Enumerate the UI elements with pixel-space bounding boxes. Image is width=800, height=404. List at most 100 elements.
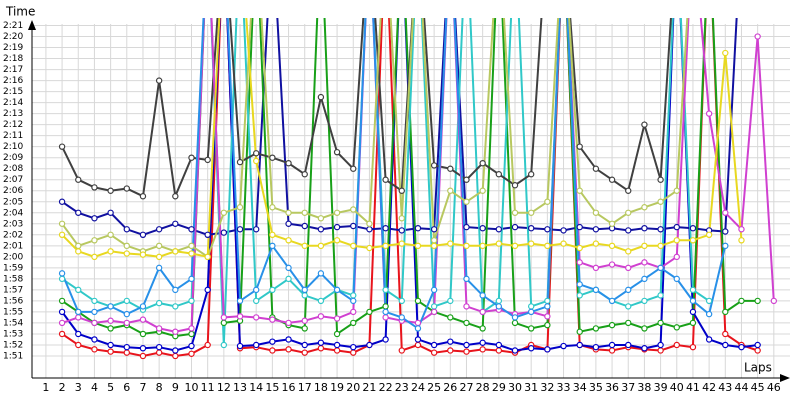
- y-tick-label: 2:13: [3, 109, 23, 119]
- point: [544, 198, 551, 205]
- point: [527, 240, 535, 247]
- y-tick-label: 1:52: [3, 340, 23, 350]
- point: [479, 159, 486, 167]
- point: [673, 237, 680, 244]
- point: [608, 176, 616, 183]
- point: [754, 297, 761, 305]
- point: [269, 204, 276, 211]
- point: [738, 237, 745, 244]
- x-tick-label: 13: [233, 381, 247, 394]
- point: [657, 198, 664, 205]
- point: [511, 182, 519, 189]
- point: [204, 286, 211, 294]
- point: [544, 321, 551, 329]
- plot-area: [58, 18, 778, 360]
- point: [204, 156, 211, 164]
- point: [107, 187, 114, 194]
- point: [75, 314, 82, 321]
- point: [544, 313, 551, 320]
- x-tick-label: 6: [123, 381, 130, 394]
- point: [608, 220, 616, 227]
- point: [592, 165, 600, 172]
- point: [285, 336, 292, 343]
- point: [576, 143, 583, 150]
- point: [382, 242, 389, 250]
- point: [576, 223, 583, 231]
- point: [188, 297, 195, 305]
- point: [398, 347, 405, 354]
- x-tick-label: 42: [702, 381, 716, 394]
- y-tick-label: 2:12: [3, 120, 23, 130]
- y-tick-label: 1:51: [3, 351, 23, 361]
- point: [204, 231, 211, 238]
- point: [172, 303, 179, 310]
- x-tick-label: 31: [524, 381, 538, 394]
- point: [317, 345, 325, 352]
- series-line: [61, 18, 727, 330]
- y-tick-label: 2:00: [3, 252, 23, 262]
- point: [252, 157, 260, 165]
- point: [625, 248, 632, 255]
- x-axis-title: Laps: [744, 361, 772, 375]
- point: [75, 341, 82, 349]
- x-tick-label: 1: [42, 381, 49, 394]
- point: [398, 297, 405, 305]
- point: [269, 347, 276, 354]
- point: [107, 209, 114, 216]
- point: [625, 341, 632, 349]
- point: [430, 237, 438, 244]
- point: [495, 171, 503, 178]
- point: [608, 261, 616, 268]
- point: [625, 286, 632, 294]
- point: [123, 185, 130, 192]
- point: [382, 176, 389, 183]
- point: [220, 229, 228, 236]
- point: [560, 342, 567, 350]
- point: [414, 336, 422, 343]
- point: [333, 330, 341, 338]
- point: [544, 303, 551, 310]
- x-tick-label: 15: [265, 381, 279, 394]
- point: [608, 297, 616, 305]
- point: [608, 341, 616, 349]
- x-tick-label: 33: [557, 381, 571, 394]
- x-tick-label: 36: [605, 381, 619, 394]
- y-tick-label: 2:08: [3, 164, 23, 174]
- point: [722, 228, 729, 235]
- point: [592, 264, 600, 272]
- point: [107, 317, 114, 324]
- y-tick-label: 2:06: [3, 186, 23, 196]
- point: [382, 303, 389, 310]
- point: [657, 292, 664, 299]
- point: [366, 308, 373, 316]
- point: [414, 341, 422, 349]
- point: [544, 346, 551, 353]
- point: [495, 240, 503, 247]
- point: [269, 338, 276, 345]
- x-tick-label: 21: [362, 381, 376, 394]
- point: [350, 222, 357, 230]
- point: [350, 319, 357, 327]
- point: [398, 240, 405, 247]
- point: [527, 308, 535, 316]
- point: [58, 143, 66, 150]
- point: [350, 308, 357, 316]
- point: [544, 242, 551, 250]
- y-tick-label: 2:03: [3, 219, 23, 229]
- point: [673, 187, 680, 194]
- point: [350, 206, 357, 213]
- point: [107, 325, 114, 332]
- x-tick-label: 17: [298, 381, 312, 394]
- point: [738, 297, 745, 305]
- point: [172, 248, 179, 255]
- point: [285, 220, 292, 227]
- point: [657, 319, 664, 327]
- point: [479, 325, 486, 332]
- point: [463, 242, 470, 250]
- point: [204, 253, 211, 261]
- point: [705, 231, 713, 238]
- point: [172, 286, 179, 294]
- point: [188, 275, 195, 283]
- point: [527, 209, 535, 216]
- point: [204, 341, 211, 349]
